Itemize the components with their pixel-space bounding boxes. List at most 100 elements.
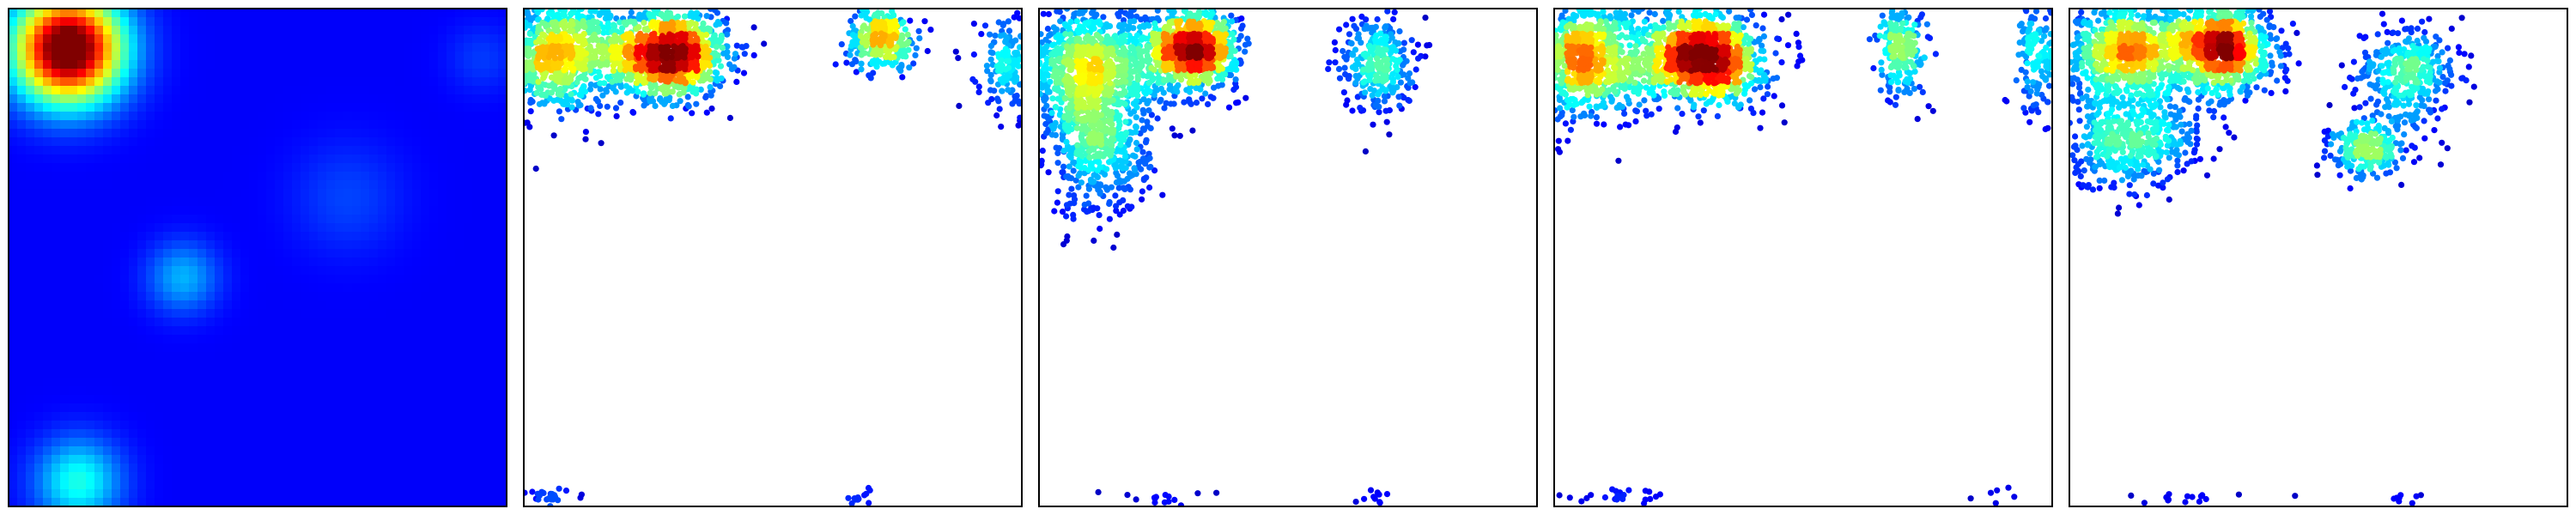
heatmap-cell: [429, 189, 439, 198]
heatmap-cell: [189, 446, 198, 456]
heatmap-cell: [447, 129, 456, 138]
heatmap-cell: [292, 77, 301, 87]
heatmap-cell: [155, 498, 164, 506]
heatmap-cell: [421, 43, 430, 52]
heatmap-cell: [361, 421, 370, 430]
heatmap-cell: [361, 249, 370, 258]
heatmap-cell: [137, 275, 147, 284]
heatmap-cell: [206, 335, 216, 344]
heatmap-cell: [318, 103, 327, 112]
heatmap-cell: [197, 180, 207, 190]
heatmap-cell: [163, 26, 173, 35]
heatmap-cell: [481, 223, 490, 233]
heatmap-cell: [301, 86, 310, 95]
heatmap-cell: [361, 275, 370, 284]
heatmap-cell: [489, 481, 499, 490]
heatmap-cell: [146, 34, 155, 44]
heatmap-cell: [361, 154, 370, 164]
heatmap-cell: [206, 421, 216, 430]
heatmap-cell: [180, 154, 190, 164]
scatter-point: [1010, 62, 1017, 69]
heatmap-cell: [189, 112, 198, 121]
heatmap-cell: [69, 386, 78, 396]
heatmap-cell: [386, 472, 396, 482]
heatmap-cell: [86, 266, 95, 276]
heatmap-cell: [103, 412, 112, 421]
heatmap-cell: [301, 378, 310, 387]
heatmap-cell: [146, 318, 155, 327]
heatmap-cell: [197, 421, 207, 430]
heatmap-cell: [447, 249, 456, 258]
heatmap-cell: [369, 43, 379, 52]
heatmap-cell: [223, 395, 233, 404]
scatter-point: [1016, 56, 1022, 64]
heatmap-cell: [60, 129, 70, 138]
heatmap-cell: [52, 412, 61, 421]
heatmap-cell: [172, 249, 181, 258]
heatmap-cell: [120, 232, 130, 241]
heatmap-cell: [275, 223, 284, 233]
heatmap-cell: [9, 266, 18, 276]
heatmap-cell: [301, 258, 310, 267]
heatmap-cell: [292, 275, 301, 284]
heatmap-cell: [266, 395, 276, 404]
heatmap-cell: [103, 9, 112, 18]
heatmap-cell: [69, 498, 78, 506]
heatmap-cell: [112, 180, 121, 190]
heatmap-cell: [180, 318, 190, 327]
heatmap-cell: [472, 26, 482, 35]
heatmap-cell: [361, 403, 370, 413]
heatmap-cell: [386, 180, 396, 190]
heatmap-cell: [361, 292, 370, 301]
heatmap-cell: [378, 464, 387, 473]
heatmap-cell: [301, 206, 310, 215]
heatmap-cell: [146, 52, 155, 61]
heatmap-cell: [120, 300, 130, 310]
heatmap-cell: [447, 309, 456, 318]
heatmap-cell: [318, 52, 327, 61]
heatmap-cell: [429, 446, 439, 456]
heatmap-cell: [498, 86, 507, 95]
heatmap-cell: [318, 120, 327, 130]
scatter-point: [534, 64, 542, 71]
scatter-point: [641, 102, 647, 109]
heatmap-cell: [283, 154, 293, 164]
heatmap-cell: [369, 240, 379, 250]
heatmap-cell: [9, 369, 18, 379]
heatmap-cell: [120, 378, 130, 387]
heatmap-cell: [498, 43, 507, 52]
heatmap-cell: [155, 275, 164, 284]
heatmap-cell: [180, 103, 190, 112]
heatmap-cell: [386, 154, 396, 164]
heatmap-cell: [369, 197, 379, 207]
heatmap-cell: [395, 403, 404, 413]
heatmap-cell: [43, 94, 52, 104]
heatmap-cell: [197, 343, 207, 353]
heatmap-cell: [481, 129, 490, 138]
heatmap-cell: [275, 215, 284, 224]
heatmap-cell: [404, 197, 413, 207]
heatmap-cell: [189, 403, 198, 413]
heatmap-cell: [386, 69, 396, 78]
heatmap-cell: [283, 412, 293, 421]
heatmap-cell: [318, 17, 327, 27]
heatmap-cell: [489, 412, 499, 421]
scatter-point: [993, 63, 1000, 70]
scatter-point: [907, 17, 914, 24]
heatmap-cell: [309, 154, 319, 164]
heatmap-cell: [52, 275, 61, 284]
heatmap-cell: [120, 283, 130, 293]
heatmap-cell: [455, 180, 465, 190]
heatmap-cell: [378, 43, 387, 52]
heatmap-cell: [86, 137, 95, 147]
heatmap-cell: [309, 429, 319, 439]
heatmap-cell: [258, 421, 267, 430]
heatmap-cell: [421, 9, 430, 18]
heatmap-cell: [481, 189, 490, 198]
heatmap-cell: [215, 283, 224, 293]
heatmap-cell: [326, 206, 336, 215]
heatmap-cell: [318, 197, 327, 207]
heatmap-cell: [103, 421, 112, 430]
scatter-point: [999, 88, 1005, 94]
heatmap-cell: [26, 232, 35, 241]
